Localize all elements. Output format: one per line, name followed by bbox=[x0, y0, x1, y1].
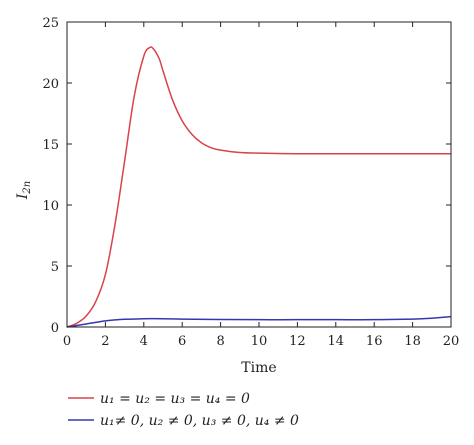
x-tick-label: 0 bbox=[63, 334, 71, 349]
x-tick-label: 14 bbox=[328, 334, 345, 349]
x-tick-label: 6 bbox=[178, 334, 186, 349]
y-tick-label: 0 bbox=[51, 321, 59, 336]
series-line-1 bbox=[66, 315, 452, 328]
x-tick-label: 12 bbox=[289, 334, 306, 349]
series-line-0 bbox=[66, 46, 451, 328]
x-tick-label: 16 bbox=[366, 334, 383, 349]
x-tick-label: 10 bbox=[251, 334, 268, 349]
legend-label-0: u₁ = u₂ = u₃ = u₄ = 0 bbox=[100, 391, 250, 407]
y-axis-title-subscript: 2n bbox=[22, 181, 33, 195]
legend: u₁ = u₂ = u₃ = u₄ = 0 u₁≠ 0, u₂ ≠ 0, u₃ … bbox=[68, 391, 299, 429]
x-tick-label: 2 bbox=[101, 334, 109, 349]
legend-label-1: u₁≠ 0, u₂ ≠ 0, u₃ ≠ 0, u₄ ≠ 0 bbox=[100, 413, 299, 429]
y-axis-title: I2n bbox=[15, 181, 33, 200]
tick-labels: 0 2 4 6 8 10 12 14 16 18 20 0 5 10 15 20 25 bbox=[42, 16, 459, 349]
tick-layer bbox=[66, 21, 452, 328]
x-tick-label: 18 bbox=[404, 334, 421, 349]
y-tick-label: 20 bbox=[42, 77, 59, 92]
x-axis-title: Time bbox=[241, 360, 276, 376]
series-layer bbox=[66, 46, 452, 328]
y-tick-label: 15 bbox=[42, 138, 59, 153]
y-axis-title-main: I bbox=[15, 193, 31, 200]
x-tick-label: 20 bbox=[443, 334, 460, 349]
x-tick-label: 8 bbox=[216, 334, 224, 349]
y-tick-label: 10 bbox=[42, 199, 59, 214]
y-tick-label: 25 bbox=[42, 16, 59, 31]
x-tick-label: 4 bbox=[140, 334, 148, 349]
y-tick-label: 5 bbox=[51, 260, 59, 275]
plot-frame bbox=[66, 21, 452, 328]
